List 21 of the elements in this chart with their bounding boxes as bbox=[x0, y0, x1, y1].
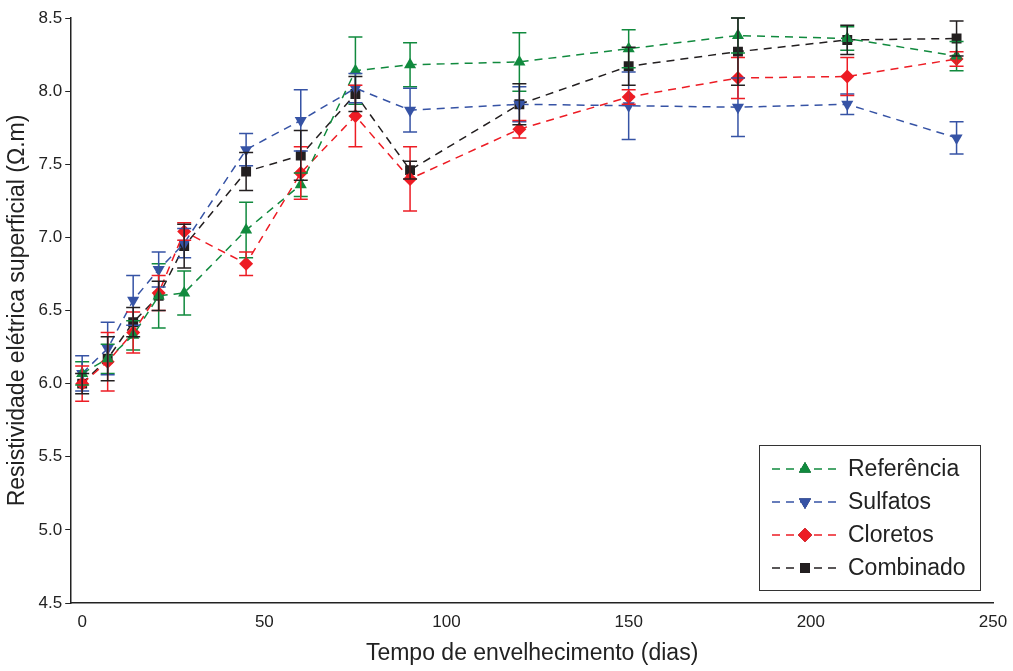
legend-label: Referência bbox=[848, 455, 960, 482]
x-tick-label: 50 bbox=[254, 611, 274, 631]
y-tick-label: 4.5 bbox=[38, 592, 63, 612]
x-tick-label: 100 bbox=[432, 611, 461, 631]
y-tick-label: 6.0 bbox=[38, 373, 63, 393]
legend-label: Sulfatos bbox=[848, 488, 932, 515]
x-tick-label: 0 bbox=[77, 611, 87, 631]
y-axis-title: Resistividade elétrica superficial (Ω.m) bbox=[3, 114, 30, 507]
y-tick-label: 6.5 bbox=[38, 300, 63, 320]
x-tick-label: 200 bbox=[796, 611, 826, 631]
legend-label: Combinado bbox=[848, 554, 966, 581]
x-tick-label: 150 bbox=[614, 611, 643, 631]
x-axis-title: Tempo de envelhecimento (dias) bbox=[365, 638, 699, 665]
x-tick-label: 250 bbox=[978, 611, 1008, 631]
legend-label: Cloretos bbox=[848, 521, 934, 548]
y-tick-label: 7.0 bbox=[38, 227, 63, 247]
y-tick-label: 5.0 bbox=[38, 519, 63, 539]
y-tick-label: 8.0 bbox=[38, 80, 63, 100]
y-tick-label: 7.5 bbox=[38, 153, 63, 173]
y-tick-label: 8.5 bbox=[38, 7, 63, 27]
y-tick-label: 5.5 bbox=[38, 446, 63, 466]
